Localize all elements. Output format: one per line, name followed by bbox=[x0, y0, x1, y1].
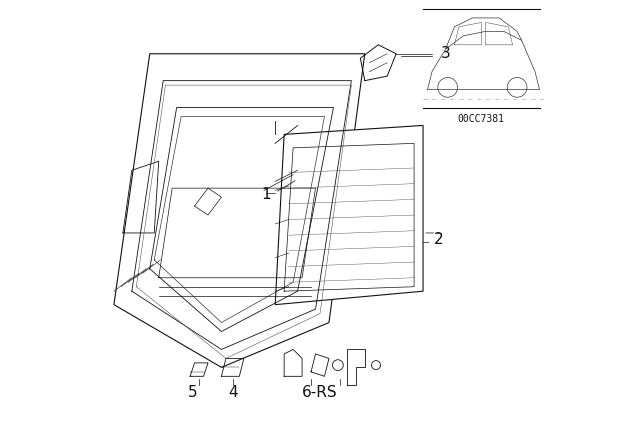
Text: 1: 1 bbox=[262, 187, 271, 202]
Text: 4: 4 bbox=[228, 384, 237, 400]
Text: 00CC7381: 00CC7381 bbox=[458, 114, 505, 124]
Text: 6-RS: 6-RS bbox=[302, 384, 338, 400]
Polygon shape bbox=[114, 54, 365, 367]
Text: 3: 3 bbox=[441, 46, 451, 61]
Text: 2: 2 bbox=[435, 232, 444, 247]
Polygon shape bbox=[275, 125, 423, 305]
Text: 5: 5 bbox=[188, 384, 197, 400]
